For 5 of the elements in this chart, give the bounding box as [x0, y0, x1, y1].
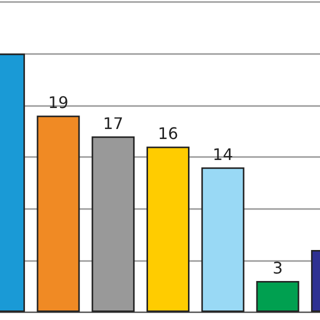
data-label: 16	[158, 124, 178, 144]
data-label: 17	[102, 114, 124, 133]
data-label: 19	[48, 93, 68, 112]
data-label: 14	[212, 144, 234, 164]
data-label: 3	[272, 258, 283, 278]
